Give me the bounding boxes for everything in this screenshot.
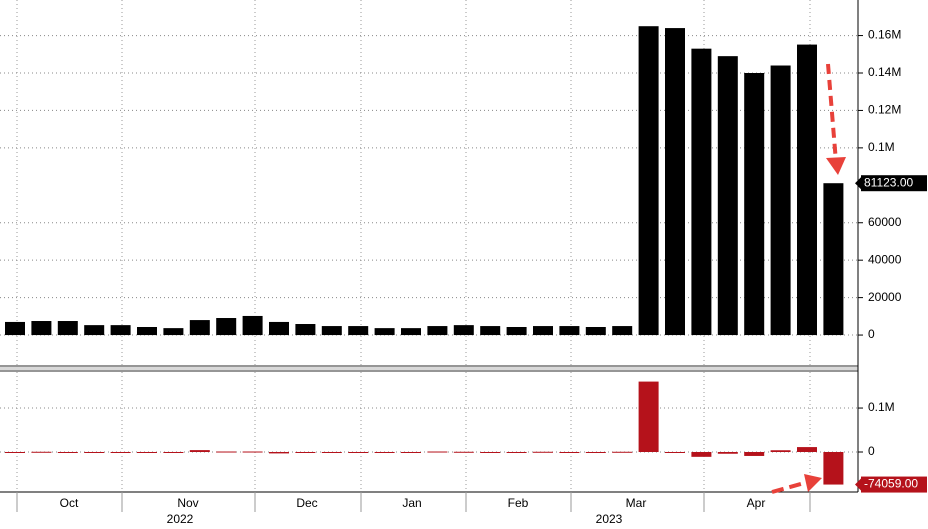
bar [823, 452, 844, 485]
bar [453, 325, 474, 336]
bar [744, 73, 765, 336]
bar [559, 452, 580, 453]
x-year-label: 2023 [596, 512, 623, 526]
bar [321, 326, 342, 336]
bar [506, 452, 527, 453]
annotation-arrowhead [804, 474, 822, 492]
bar [427, 451, 448, 453]
y-tick-label: 20000 [868, 290, 902, 304]
bar [269, 452, 289, 454]
x-tick-label: Mar [626, 496, 647, 510]
bar [717, 452, 738, 454]
bar [57, 452, 78, 453]
bar [295, 452, 316, 453]
y-tick-label: 0.12M [868, 103, 901, 117]
bar [638, 381, 659, 452]
bar [717, 56, 738, 336]
bar [374, 328, 395, 336]
y-tick-label: 0.1M [868, 400, 895, 414]
bar [84, 452, 105, 453]
bar [665, 28, 685, 336]
y-tick-label: 0 [868, 444, 875, 458]
bar [189, 450, 210, 452]
bar [770, 450, 791, 452]
bar [823, 183, 844, 336]
bar [585, 452, 606, 453]
x-tick-label: Jan [402, 496, 421, 510]
bar [585, 327, 606, 336]
bar [427, 326, 448, 336]
bar [110, 452, 131, 453]
bar [480, 326, 501, 336]
value-label-pointer [855, 177, 861, 190]
bar [5, 452, 25, 453]
bar [480, 452, 501, 453]
bar [374, 452, 395, 453]
bar [797, 44, 817, 336]
y-tick-label: 40000 [868, 252, 902, 266]
value-label: -74059.00 [864, 477, 918, 491]
bar [744, 452, 765, 456]
bar [84, 325, 105, 336]
bar [612, 326, 633, 336]
panel-separator [0, 365, 858, 372]
y-tick-label: 0.16M [868, 28, 901, 42]
y-tick-label: 0.1M [868, 140, 895, 154]
x-tick-label: Feb [508, 496, 529, 510]
y-tick-label: 60000 [868, 215, 902, 229]
bar [348, 452, 369, 453]
bar [31, 451, 52, 453]
annotation-arrow [826, 63, 838, 163]
bar [295, 324, 316, 336]
bar [269, 321, 289, 336]
bar [506, 327, 527, 336]
x-year-label: 2022 [167, 512, 194, 526]
bar [31, 321, 52, 336]
bar [110, 325, 131, 336]
x-tick-label: Dec [296, 496, 317, 510]
bar [533, 326, 553, 336]
bar [665, 452, 685, 453]
bar [797, 447, 817, 452]
value-label-pointer [855, 478, 861, 491]
bar [242, 315, 263, 336]
x-tick-label: Nov [177, 496, 198, 510]
bar [163, 328, 184, 336]
bar [612, 451, 633, 453]
bar [401, 328, 421, 336]
annotation-arrowhead [826, 157, 846, 175]
bar [770, 65, 791, 336]
bar [348, 326, 369, 336]
x-tick-label: Apr [747, 496, 766, 510]
value-label: 81123.00 [864, 175, 913, 189]
bar [216, 318, 237, 336]
bar [638, 26, 659, 336]
bar [453, 451, 474, 453]
bar [321, 452, 342, 453]
y-tick-label: 0.14M [868, 65, 901, 79]
x-tick-label: Oct [60, 496, 79, 510]
bar [137, 452, 157, 453]
bar [216, 451, 237, 453]
bar [559, 326, 580, 336]
bar [533, 451, 553, 453]
bar [691, 48, 712, 336]
bar [5, 321, 25, 336]
bar [691, 452, 712, 457]
bar [401, 452, 421, 453]
value-label-box [861, 175, 927, 192]
bar [189, 320, 210, 336]
value-label-box [861, 476, 927, 493]
bar [242, 451, 263, 453]
bar [57, 321, 78, 336]
y-tick-label: 0 [868, 327, 875, 341]
bar [163, 452, 184, 453]
bar [137, 327, 157, 336]
annotation-arrow [771, 480, 809, 494]
